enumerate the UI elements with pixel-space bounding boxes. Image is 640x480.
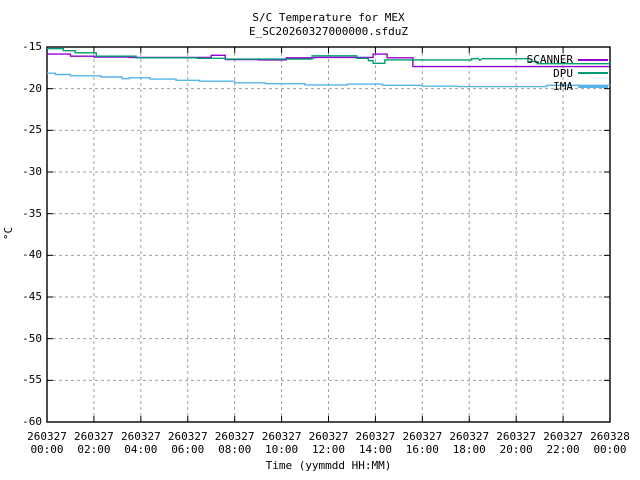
chart-subtitle: E_SC20260327000000.sfduZ [249,25,408,38]
x-tick-label: 260327 00:00 [27,430,67,456]
x-tick-label: 260327 12:00 [308,430,349,456]
x-tick-label: 260327 02:00 [74,430,114,456]
y-tick-label: -25 [22,123,42,137]
legend-sample-ima [578,85,608,88]
x-tick-label: 260327 04:00 [120,430,161,456]
legend-sample-scanner [578,58,608,61]
legend-label-dpu: DPU [553,66,573,80]
legend-item-ima: IMA [527,80,608,94]
y-tick-label: -40 [22,248,42,262]
y-tick-label: -15 [22,40,42,53]
y-tick-label: -55 [22,373,42,387]
legend-sample-dpu [578,72,608,75]
x-tick-label: 260327 14:00 [355,430,396,456]
y-tick-label: -35 [22,206,42,220]
x-tick-label: 260328 00:00 [590,430,630,456]
y-tick-label: -60 [22,415,42,428]
chart-title: S/C Temperature for MEX [252,11,405,24]
x-tick-label: 260327 10:00 [261,430,302,456]
y-tick-label: -50 [22,331,42,345]
legend: SCANNER DPU IMA [527,53,608,94]
x-tick-label: 260327 22:00 [543,430,583,456]
x-tick-label: 260327 08:00 [214,430,255,456]
legend-item-dpu: DPU [527,67,608,81]
series-line-dpu [47,48,610,65]
legend-label-ima: IMA [553,80,573,94]
legend-label-scanner: SCANNER [526,53,573,67]
x-tick-label: 260327 18:00 [449,430,490,456]
y-tick-label: -45 [22,290,42,303]
y-tick-label: -20 [22,81,42,95]
plot-border [46,46,611,423]
y-axis-label: °C [2,226,16,241]
x-tick-label: 260327 06:00 [167,430,208,456]
x-axis-label: Time (yymmdd HH:MM) [265,459,392,472]
x-tick-label: 260327 16:00 [402,430,443,456]
x-tick-label: 260327 20:00 [496,430,537,456]
series-line-ima [47,72,610,88]
legend-item-scanner: SCANNER [527,53,608,67]
y-tick-label: -30 [22,165,42,178]
